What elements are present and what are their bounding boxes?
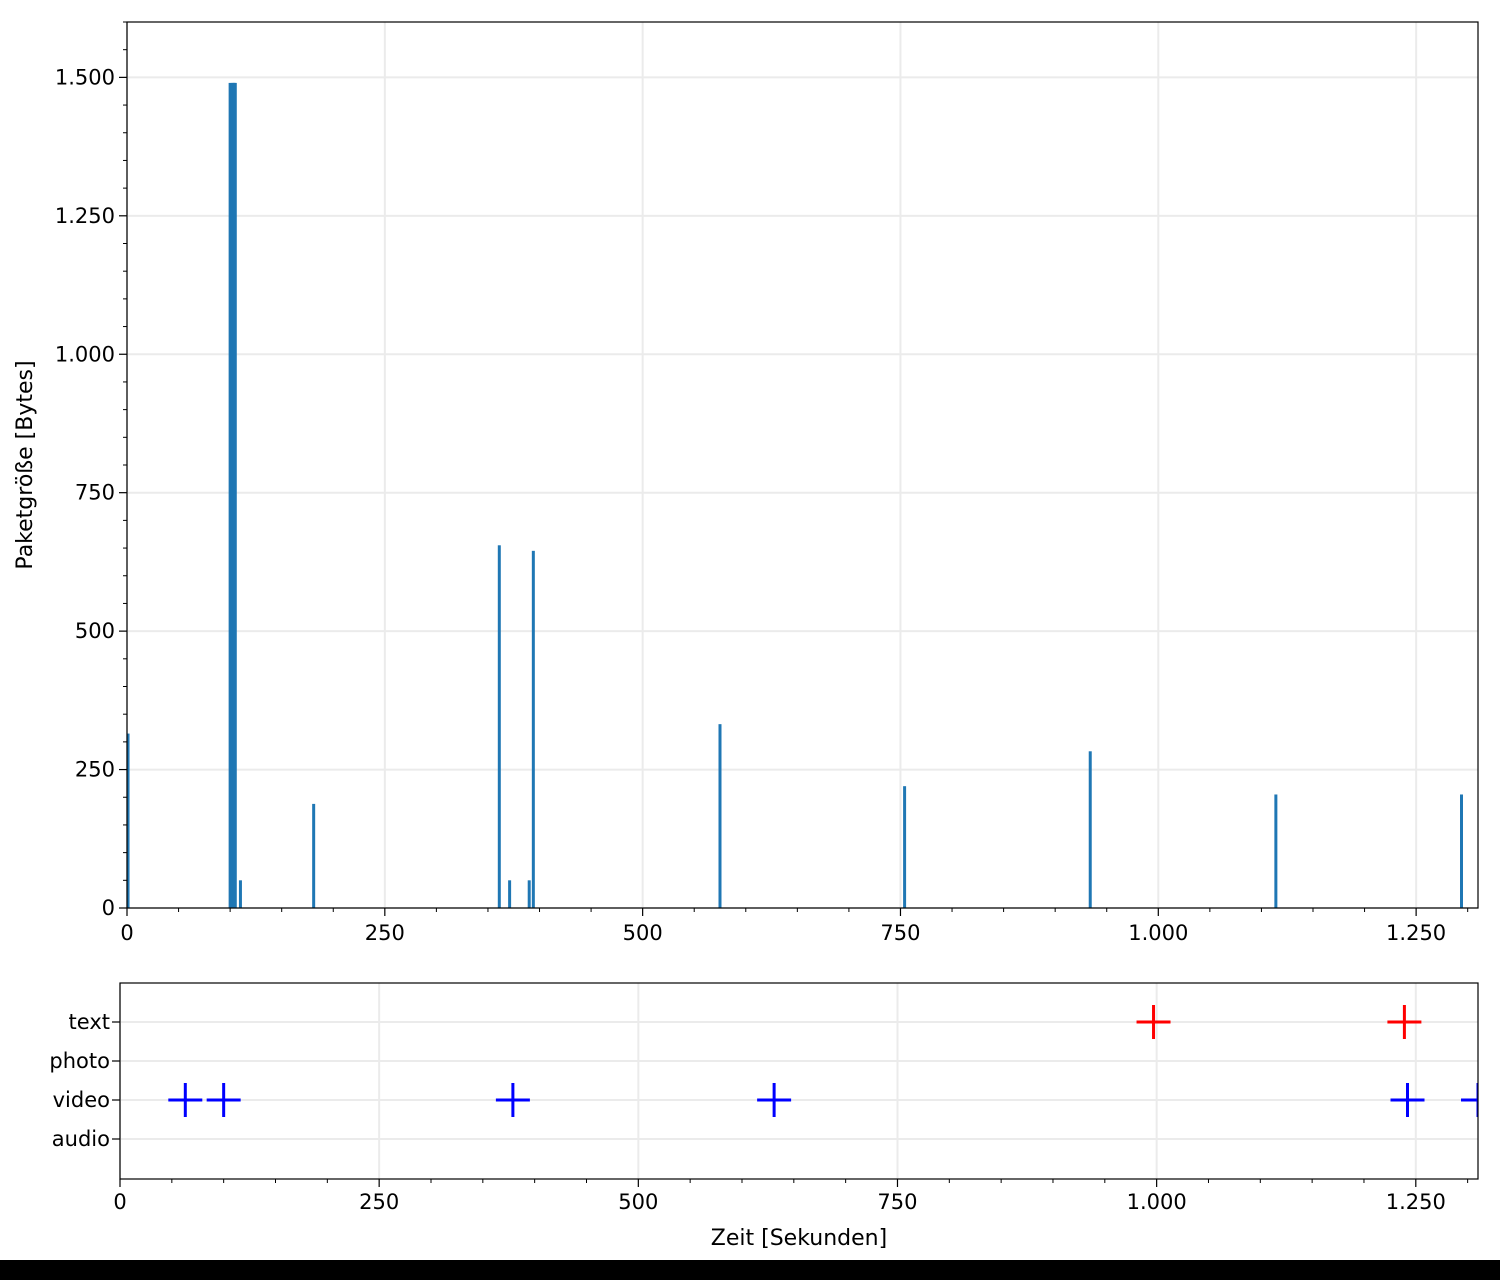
packet-bar <box>233 82 237 908</box>
top-y-tick-label: 0 <box>102 896 115 920</box>
top-y-tick-labels: 0 250 500 750 1.000 1.250 1.500 <box>55 65 115 920</box>
event-marker-video <box>168 1083 203 1117</box>
bottom-edge-bar <box>0 1260 1500 1280</box>
bottom-gridlines <box>119 983 1478 1179</box>
top-y-tick-label: 1.000 <box>55 342 115 366</box>
packet-bar <box>508 880 512 908</box>
bottom-x-tick-label: 750 <box>877 1190 917 1214</box>
packet-bars <box>127 82 1463 908</box>
bottom-category-labels: audio video photo text <box>49 1010 110 1151</box>
packet-bar <box>1274 794 1278 908</box>
top-tick-marks <box>119 21 1469 916</box>
packet-bar <box>531 550 535 908</box>
packet-bar <box>718 724 722 908</box>
event-timeline-chart: 0 250 500 750 1.000 1.250 audio video photo text… <box>49 982 1479 1251</box>
bottom-x-tick-label: 250 <box>359 1190 399 1214</box>
packet-size-chart: 0 250 500 750 1.000 1.250 0 250 500 750 1.000 1.25… <box>13 21 1479 945</box>
packet-bar <box>1088 751 1092 908</box>
category-label-photo: photo <box>49 1049 110 1073</box>
top-x-tick-labels: 0 250 500 750 1.000 1.250 <box>120 921 1446 945</box>
packet-bar <box>228 82 232 908</box>
top-x-tick-label: 1.000 <box>1128 921 1188 945</box>
top-y-tick-label: 1.250 <box>55 204 115 228</box>
bottom-x-tick-label: 500 <box>618 1190 658 1214</box>
top-x-tick-label: 1.250 <box>1386 921 1446 945</box>
packet-bar <box>312 803 316 908</box>
top-x-tick-label: 250 <box>365 921 405 945</box>
bottom-x-tick-label: 0 <box>113 1190 126 1214</box>
top-y-tick-label: 1.500 <box>55 65 115 89</box>
event-marker-video <box>1390 1083 1425 1117</box>
event-marker-video <box>495 1083 530 1117</box>
category-label-text: text <box>69 1010 110 1034</box>
top-y-tick-label: 500 <box>75 619 115 643</box>
packet-bar <box>238 880 242 908</box>
event-marker-video <box>1461 1083 1478 1117</box>
packet-bar <box>903 786 907 908</box>
bottom-tick-marks <box>112 1021 1469 1187</box>
event-marker-text <box>1136 1005 1171 1039</box>
y-axis-title: Paketgröße [Bytes] <box>13 360 38 569</box>
bottom-plot-frame <box>119 982 1479 1180</box>
packet-bar <box>1459 794 1463 908</box>
top-x-tick-label: 0 <box>120 921 133 945</box>
bottom-x-tick-labels: 0 250 500 750 1.000 1.250 <box>113 1190 1446 1214</box>
top-x-tick-label: 750 <box>880 921 920 945</box>
category-label-audio: audio <box>52 1127 110 1151</box>
x-axis-title: Zeit [Sekunden] <box>711 1226 887 1251</box>
top-plot-frame <box>126 21 1479 909</box>
category-label-video: video <box>53 1088 110 1112</box>
packet-bar <box>127 733 130 908</box>
event-marker-video <box>206 1083 241 1117</box>
bottom-x-tick-label: 1.000 <box>1127 1190 1187 1214</box>
top-gridlines <box>126 22 1478 909</box>
bottom-x-tick-label: 1.250 <box>1386 1190 1446 1214</box>
top-y-tick-label: 750 <box>75 481 115 505</box>
top-x-tick-label: 500 <box>623 921 663 945</box>
top-y-tick-label: 250 <box>75 758 115 782</box>
packet-bar <box>497 545 501 908</box>
event-markers <box>168 1005 1478 1117</box>
event-marker-video <box>757 1083 792 1117</box>
event-marker-text <box>1387 1005 1422 1039</box>
packet-bar <box>527 880 531 908</box>
